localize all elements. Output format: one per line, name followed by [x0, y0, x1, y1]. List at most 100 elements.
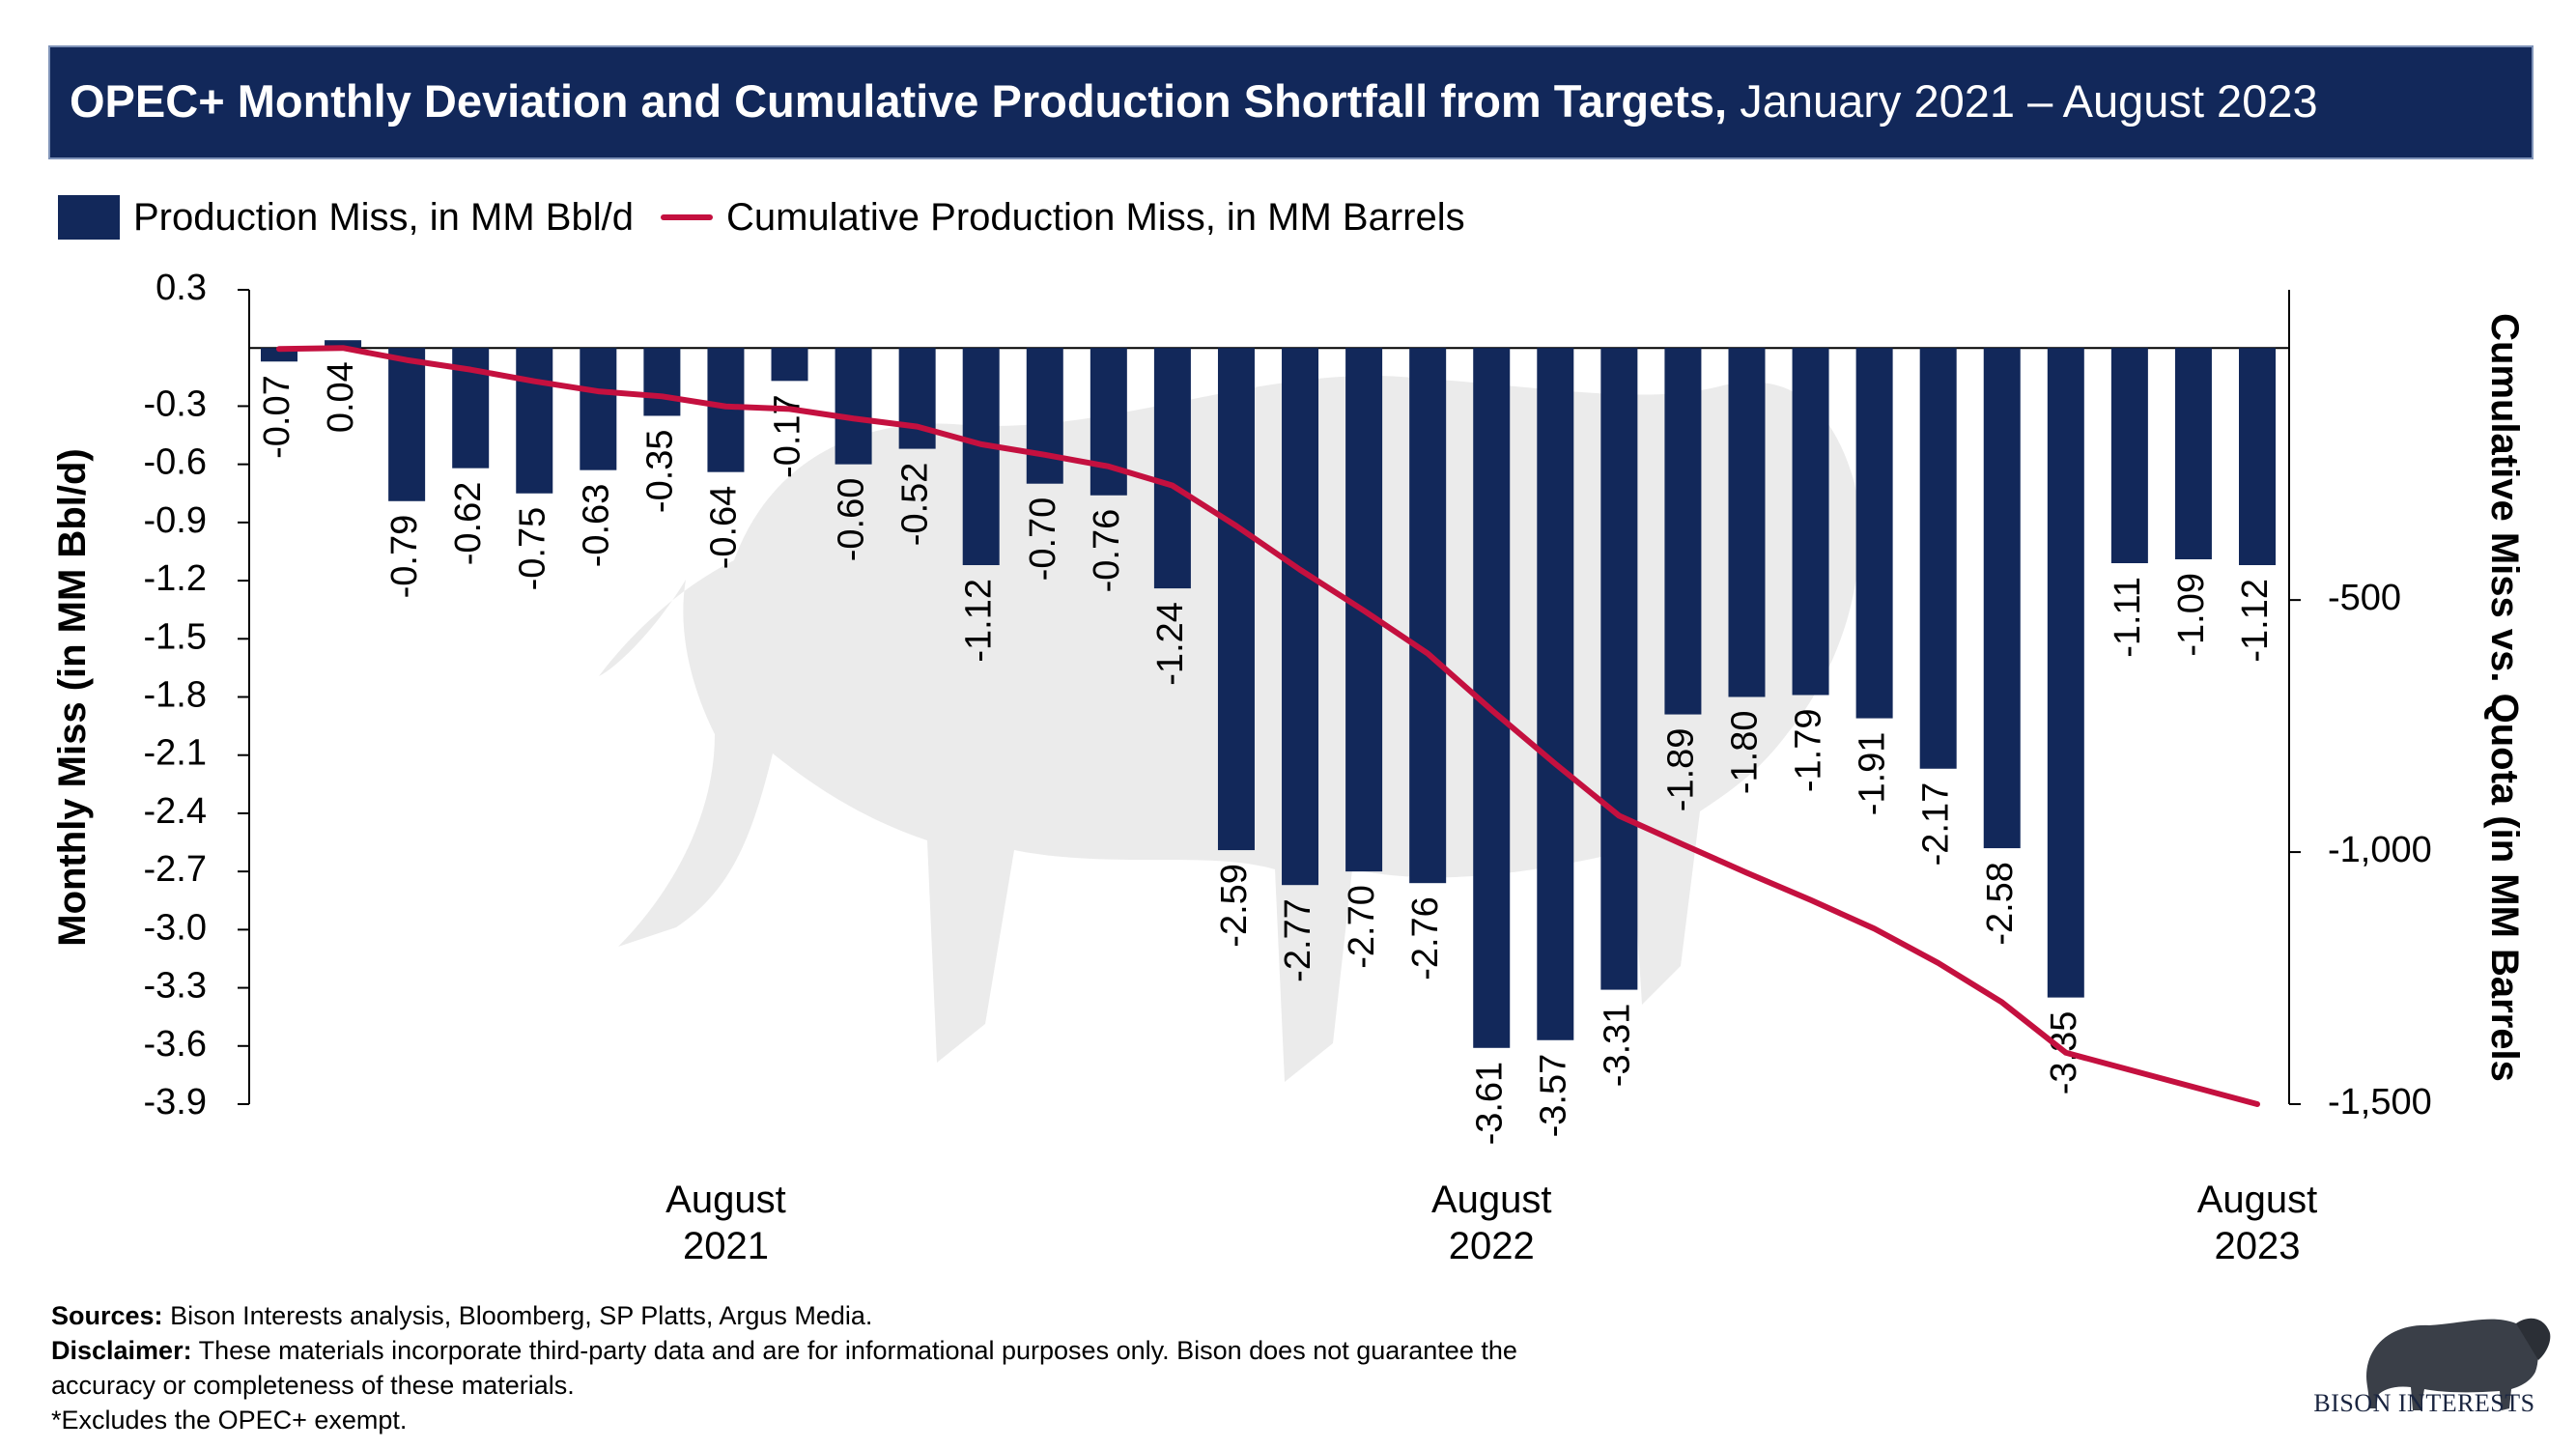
bar-label-16: -2.77	[1278, 898, 1318, 982]
legend: Production Miss, in MM Bbl/d Cumulative …	[58, 188, 1465, 246]
x-tick-label-line: August	[665, 1179, 786, 1221]
legend-bar-swatch	[58, 195, 120, 240]
chart-title: OPEC+ Monthly Deviation and Cumulative P…	[70, 74, 2318, 128]
bar-label-13: -0.76	[1087, 509, 1127, 593]
bar-label-30: -1.09	[2171, 573, 2212, 657]
left-tick-label-1: -0.3	[144, 384, 207, 424]
bar-label-18: -2.76	[1405, 896, 1446, 980]
x-tick-label-line: 2021	[683, 1225, 769, 1267]
chart: -0.07 0.04 -0.79 -0.62 -0.75 -0.63 -0.35 -0.64 -…	[51, 268, 2526, 1267]
legend-line-label: Cumulative Production Miss, in MM Barrel…	[725, 195, 1465, 239]
bar-5	[580, 348, 617, 470]
bar-label-23: -1.80	[1725, 711, 1766, 795]
right-tick-label-0: -500	[2328, 578, 2401, 618]
y-left-axis-title: Monthly Miss (in MM Bbl/d)	[51, 448, 94, 947]
x-tick-label-2: August 2023	[2197, 1179, 2318, 1267]
x-tick-label-line: 2022	[1449, 1225, 1535, 1267]
bar-label-4: -0.75	[512, 507, 552, 591]
x-tick-label-0: August 2021	[665, 1179, 786, 1267]
bar-label-31: -1.12	[2235, 579, 2276, 663]
bar-label-12: -0.70	[1023, 497, 1063, 582]
left-tick-label-4: -1.2	[144, 558, 207, 599]
cumulative-line-group	[276, 345, 2260, 1107]
left-tick-label-8: -2.4	[144, 791, 207, 832]
bar-label-14: -1.24	[1150, 602, 1191, 686]
bar-label-11: -1.12	[959, 579, 1000, 663]
bar-label-21: -3.31	[1597, 1004, 1637, 1088]
left-axis: 0.3 -0.3 -0.6 -0.9 -1.2 -1.5 -1.8 -2.1 -2.4 -2.7 -…	[144, 268, 250, 1122]
bar-8	[771, 348, 808, 382]
bar-label-27: -2.58	[1980, 862, 2021, 946]
bar-10	[898, 348, 936, 449]
bar-label-5: -0.63	[576, 484, 616, 568]
bar-label-0: -0.07	[257, 375, 297, 459]
bar-28	[2047, 348, 2084, 998]
right-tick-label-2: -1,500	[2328, 1082, 2432, 1122]
bar-label-19: -3.61	[1469, 1062, 1510, 1146]
bar-18	[1409, 348, 1447, 884]
bar-24	[1792, 348, 1829, 696]
bar-label-6: -0.35	[639, 429, 680, 513]
bar-21	[1600, 348, 1638, 990]
sources-line: Sources: Bison Interests analysis, Bloom…	[51, 1298, 1597, 1333]
bar-label-1: 0.04	[321, 361, 361, 433]
x-tick-label-line: August	[2197, 1179, 2318, 1221]
bar-label-7: -0.64	[703, 486, 744, 570]
bar-label-29: -1.11	[2108, 577, 2148, 658]
chart-title-range: January 2021 – August 2023	[1740, 75, 2318, 127]
bar-label-15: -2.59	[1214, 864, 1255, 948]
bar-16	[1282, 348, 1319, 886]
legend-bar-label: Production Miss, in MM Bbl/d	[133, 195, 634, 239]
bar-label-9: -0.60	[832, 478, 872, 562]
x-tick-label-line: August	[1431, 1179, 1552, 1221]
bar-30	[2174, 348, 2212, 559]
bar-9	[835, 348, 872, 465]
bar-20	[1537, 348, 1574, 1040]
right-tick-label-1: -1,000	[2328, 830, 2432, 870]
bar-29	[2110, 348, 2148, 564]
bar-23	[1728, 348, 1766, 697]
disclaimer-line: Disclaimer: These materials incorporate …	[51, 1333, 1597, 1403]
x-tick-label-line: 2023	[2215, 1225, 2301, 1267]
bar-26	[1919, 348, 1957, 769]
chart-title-bold: OPEC+ Monthly Deviation and Cumulative P…	[70, 75, 1728, 127]
bar-label-22: -1.89	[1660, 728, 1701, 812]
left-tick-label-5: -1.5	[144, 616, 207, 657]
bar-label-2: -0.79	[384, 515, 425, 599]
bar-27	[1983, 348, 2021, 849]
bar-4	[516, 348, 553, 494]
right-axis: -500 -1,000 -1,500	[2288, 290, 2432, 1122]
bar-label-10: -0.52	[895, 463, 936, 547]
bar-2	[388, 348, 426, 501]
left-tick-label-2: -0.6	[144, 442, 207, 483]
bar-11	[962, 348, 1000, 566]
left-tick-label-13: -3.9	[144, 1082, 207, 1122]
disclaimer-label: Disclaimer:	[51, 1336, 192, 1365]
left-tick-label-12: -3.6	[144, 1024, 207, 1065]
bar-31	[2239, 348, 2276, 566]
bar-label-24: -1.79	[1789, 708, 1829, 792]
bar-label-26: -2.17	[1916, 782, 1957, 867]
sources-text: Bison Interests analysis, Bloomberg, SP …	[170, 1301, 873, 1330]
legend-line-swatch	[660, 214, 713, 220]
title-bar: OPEC+ Monthly Deviation and Cumulative P…	[48, 45, 2534, 159]
left-tick-label-10: -3.0	[144, 907, 207, 948]
left-tick-label-0: 0.3	[156, 268, 207, 308]
left-tick-label-3: -0.9	[144, 500, 207, 541]
footer: Sources: Bison Interests analysis, Bloom…	[51, 1298, 1597, 1437]
footnote: *Excludes the OPEC+ exempt.	[51, 1406, 408, 1435]
left-tick-label-7: -2.1	[144, 733, 207, 774]
bar-22	[1664, 348, 1702, 715]
bar-label-20: -3.57	[1533, 1054, 1573, 1138]
bar-14	[1153, 348, 1191, 589]
left-tick-label-6: -1.8	[144, 675, 207, 716]
bar-7	[707, 348, 745, 472]
bar-1	[325, 340, 362, 349]
logo-text: BISON INTERESTS	[2313, 1389, 2535, 1417]
x-tick-label-1: August 2022	[1431, 1179, 1552, 1267]
bar-12	[1026, 348, 1063, 484]
sources-label: Sources:	[51, 1301, 163, 1330]
bar-label-17: -2.70	[1342, 885, 1382, 969]
left-tick-label-11: -3.3	[144, 966, 207, 1007]
